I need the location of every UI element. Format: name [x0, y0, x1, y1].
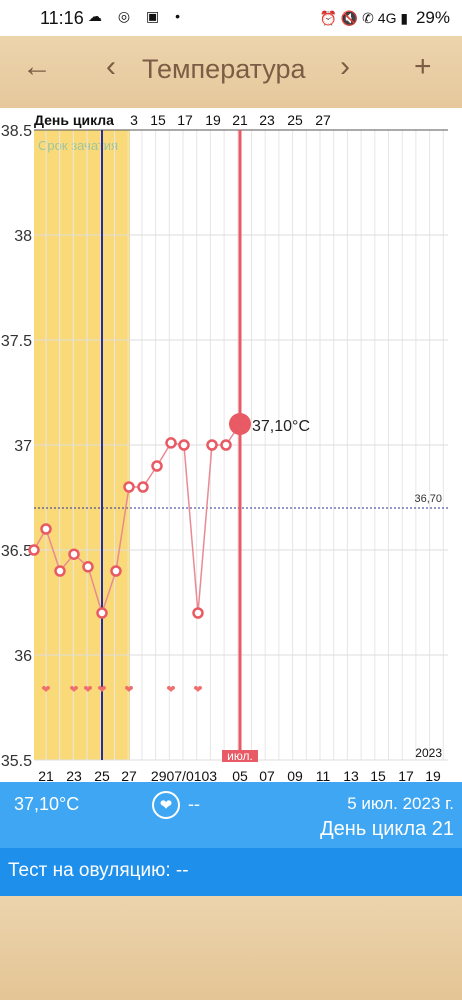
top-tick-label: 27	[315, 112, 331, 128]
bottom-tick-label: 25	[94, 768, 110, 782]
y-tick-label: 37	[14, 438, 32, 455]
y-tick-label: 36	[14, 648, 32, 665]
next-chevron-icon[interactable]: ›	[340, 50, 350, 83]
page-title: Температура	[142, 54, 306, 84]
y-tick-label: 38	[14, 228, 32, 245]
bottom-tick-label: 13	[343, 768, 359, 782]
temperature-point	[110, 565, 122, 577]
temperature-point	[68, 548, 80, 560]
bottom-tick-label: 05	[232, 768, 248, 782]
network-label: 4G	[377, 10, 397, 26]
top-tick-label: 17	[177, 112, 193, 128]
temperature-point	[28, 544, 40, 556]
temperature-point	[82, 561, 94, 573]
selected-point	[229, 413, 251, 435]
previous-chevron-icon[interactable]: ‹	[106, 50, 116, 83]
temperature-point	[96, 607, 108, 619]
top-tick-label: 23	[259, 112, 275, 128]
ovulation-test-row[interactable]: Тест на овуляцию: --	[0, 848, 462, 896]
bottom-tick-label: 21	[38, 768, 54, 782]
intercourse-heart-icon[interactable]: ❤	[152, 791, 180, 819]
bottom-background	[0, 896, 462, 1000]
top-tick-label: 25	[287, 112, 303, 128]
selected-temperature: 37,10°C	[14, 794, 80, 814]
bottom-tick-label: 19	[425, 768, 441, 782]
selected-point-label: 37,10°C	[252, 418, 310, 435]
bottom-tick-label: 2907/0103	[151, 768, 217, 782]
temperature-line	[33, 423, 241, 616]
top-tick-label: 3	[130, 112, 138, 128]
y-tick-label: 35.5	[1, 753, 32, 770]
intercourse-heart-icon: ❤	[124, 684, 133, 696]
add-icon[interactable]: +	[414, 50, 432, 83]
coverline-label: 36,70	[414, 493, 442, 505]
bottom-tick-label: 09	[287, 768, 303, 782]
intercourse-heart-icon: ❤	[69, 684, 78, 696]
temperature-point	[137, 481, 149, 493]
bottom-tick-label: 23	[66, 768, 82, 782]
year-label: 2023	[415, 746, 442, 760]
temperature-point	[40, 523, 52, 535]
intercourse-heart-icon: ❤	[83, 684, 92, 696]
bottom-tick-label: 07	[259, 768, 275, 782]
bottom-tick-label: 27	[121, 768, 137, 782]
temperature-point	[151, 460, 163, 472]
fertile-window-label: Срок зачатия	[38, 138, 118, 153]
temperature-point	[54, 565, 66, 577]
intercourse-heart-icon: ❤	[41, 684, 50, 696]
intercourse-heart-icon: ❤	[97, 684, 106, 696]
bottom-tick-label: 15	[370, 768, 386, 782]
temperature-chart-area[interactable]: Срок зачатия 38.5 38 37.5 37 36.5 36 35.5 День ц…	[0, 108, 462, 784]
temperature-chart[interactable]: Срок зачатия 38.5 38 37.5 37 36.5 36 35.5 День ц…	[0, 108, 462, 784]
toolbar: ← ‹ Температура › +	[0, 36, 462, 108]
cycle-day-label: День цикла 21	[320, 818, 454, 840]
status-time: 11:16	[40, 8, 84, 28]
intercourse-value: --	[188, 794, 200, 814]
top-tick-label: 19	[205, 112, 221, 128]
top-tick-label: 15	[150, 112, 166, 128]
system-icons: ⏰ 🔇 ✆ 4G ▮ 29%	[319, 8, 450, 27]
y-tick-label: 38.5	[1, 123, 32, 140]
month-label: июл.	[227, 749, 253, 763]
ovulation-test-label: Тест на овуляцию: --	[8, 860, 189, 881]
intercourse-heart-icon: ❤	[193, 684, 202, 696]
bottom-tick-label: 11	[316, 768, 331, 782]
status-bar: 11:16 ☁ ◎ ▣ • ⏰ 🔇 ✆ 4G ▮ 29%	[0, 0, 462, 36]
temperature-point	[165, 437, 177, 449]
bottom-tick-label: 17	[398, 768, 414, 782]
notification-icons: ☁ ◎ ▣ •	[88, 8, 187, 24]
temperature-point	[220, 439, 232, 451]
top-tick-label: 21	[232, 112, 248, 128]
selected-date: 5 июл. 2023 г.	[347, 794, 454, 813]
intercourse-heart-icon: ❤	[166, 684, 175, 696]
top-axis-label: День цикла	[34, 112, 114, 128]
y-tick-label: 37.5	[1, 333, 32, 350]
temperature-point	[178, 439, 190, 451]
month-label-bg	[222, 750, 258, 762]
back-arrow-icon[interactable]: ←	[22, 50, 52, 83]
temperature-point	[206, 439, 218, 451]
temperature-point	[123, 481, 135, 493]
temperature-point	[192, 607, 204, 619]
selected-day-info[interactable]: 37,10°C ❤ -- 5 июл. 2023 г. День цикла 2…	[0, 782, 462, 848]
y-tick-label: 36.5	[1, 543, 32, 560]
battery-percent: 29%	[415, 8, 450, 27]
